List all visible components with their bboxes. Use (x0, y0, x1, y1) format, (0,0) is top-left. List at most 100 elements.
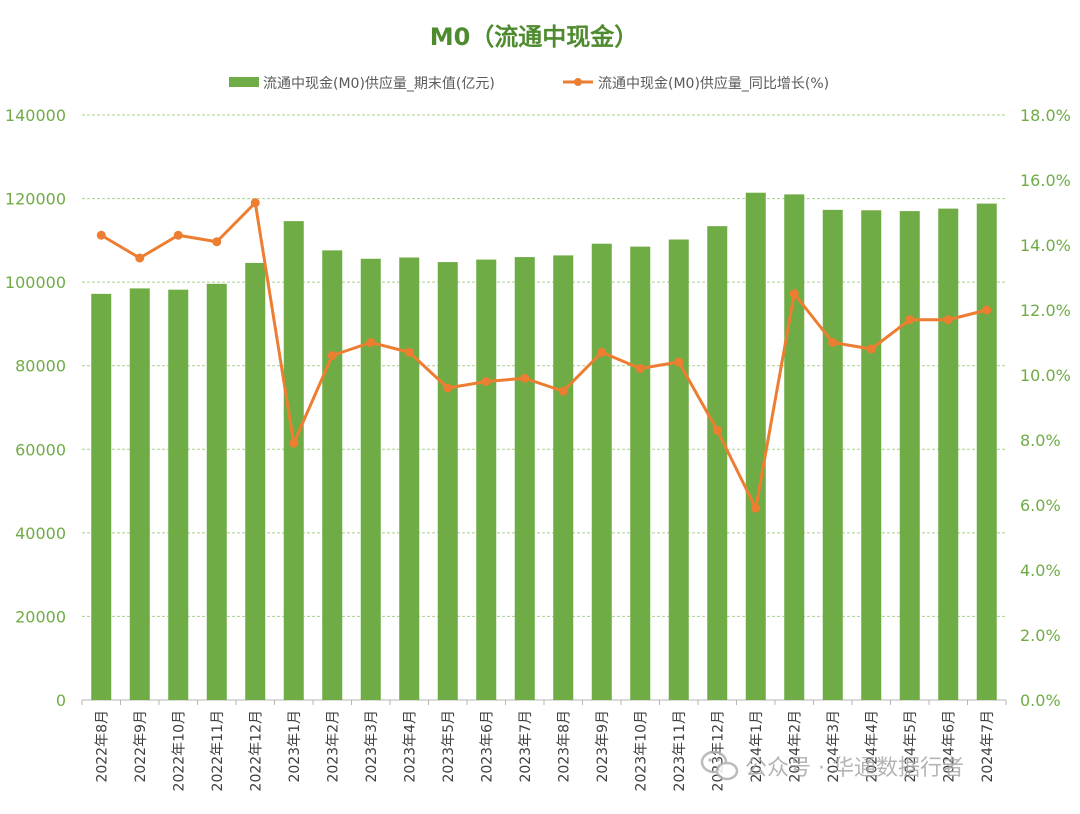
x-tick-label: 2023年11月 (672, 710, 688, 791)
x-axis-ticks: 2022年8月 2022年9月 2022年10月 2022年11月 2022年12月 20… (81, 700, 1007, 791)
x-tick-label: 2022年12月 (248, 710, 264, 791)
legend-bar-swatch (229, 77, 259, 87)
line-point (366, 338, 376, 347)
left-tick-label: 0 (56, 691, 66, 710)
line-point (173, 230, 183, 240)
left-tick-label: 80000 (15, 357, 66, 376)
line-point (289, 438, 299, 448)
bar (668, 239, 689, 700)
bar (861, 210, 882, 700)
bar (514, 257, 535, 700)
line-point (866, 344, 876, 354)
line-point (789, 289, 799, 299)
bar (822, 209, 843, 700)
legend-bar-label: 流通中现金(M0)供应量_期末值(亿元) (263, 75, 495, 92)
line-point (520, 373, 530, 383)
x-tick-label: 2023年3月 (364, 710, 380, 783)
x-tick-label: 2023年8月 (556, 710, 572, 783)
x-tick-label: 2022年8月 (94, 710, 110, 783)
right-tick-label: 16.0% (1020, 171, 1071, 190)
wechat-icon (700, 750, 739, 781)
left-tick-label: 20000 (15, 607, 66, 626)
legend-line-marker (574, 78, 582, 86)
bar (437, 262, 458, 700)
line-point (135, 253, 145, 263)
bar (976, 203, 997, 701)
line-point (828, 338, 838, 347)
line-point (96, 230, 106, 240)
bar (206, 283, 227, 700)
line-point (751, 503, 761, 513)
left-tick-label: 40000 (15, 524, 66, 543)
line-point (597, 347, 607, 357)
line-point (558, 386, 568, 396)
x-tick-label: 2023年5月 (441, 710, 457, 783)
line-point (404, 347, 414, 357)
line-point (481, 377, 491, 386)
right-tick-label: 18.0% (1020, 106, 1071, 125)
line-point (443, 383, 453, 393)
bar (245, 262, 266, 700)
bar (630, 246, 651, 700)
line-point (943, 315, 953, 325)
bar (784, 194, 805, 700)
x-tick-label: 2023年4月 (402, 710, 418, 783)
growth-line (100, 201, 988, 510)
bar (553, 255, 574, 700)
bar (129, 288, 150, 700)
x-tick-label: 2023年9月 (595, 710, 611, 783)
bar (91, 293, 112, 700)
line-point (712, 425, 722, 435)
x-tick-label: 2024年7月 (980, 710, 996, 783)
right-tick-label: 10.0% (1020, 366, 1071, 385)
legend: 流通中现金(M0)供应量_期末值(亿元) 流通中现金(M0)供应量_同比增长(%… (229, 75, 829, 92)
bar (938, 208, 959, 700)
right-axis-ticks: 0.0% 2.0% 4.0% 6.0% 8.0% 10.0% 12.0% 14.0% 16.0%… (1020, 106, 1071, 710)
x-tick-label: 2024年2月 (787, 710, 803, 783)
line-point (982, 305, 992, 315)
right-tick-label: 14.0% (1020, 236, 1071, 255)
right-tick-label: 2.0% (1020, 626, 1061, 645)
left-tick-label: 60000 (15, 440, 66, 459)
right-tick-label: 12.0% (1020, 301, 1071, 320)
x-tick-label: 2023年7月 (518, 710, 534, 783)
x-tick-label: 2023年6月 (479, 710, 495, 783)
x-tick-label: 2023年10月 (633, 710, 649, 791)
x-tick-label: 2023年1月 (287, 710, 303, 783)
bar (360, 258, 381, 700)
right-tick-label: 4.0% (1020, 561, 1061, 580)
x-tick-label: 2024年6月 (941, 710, 957, 783)
watermark: 公众号 · 华通数据行者 (700, 750, 964, 781)
line-point (905, 315, 915, 325)
x-tick-label: 2024年3月 (826, 710, 842, 783)
bar (322, 250, 343, 700)
left-tick-label: 100000 (5, 273, 66, 292)
line-series (96, 198, 992, 513)
bar (283, 221, 304, 700)
x-tick-label: 2024年1月 (749, 710, 765, 783)
bar (591, 243, 612, 700)
line-point (250, 198, 260, 208)
bar (399, 257, 420, 700)
x-tick-label: 2022年9月 (133, 710, 149, 783)
right-tick-label: 6.0% (1020, 496, 1061, 515)
legend-line-label: 流通中现金(M0)供应量_同比增长(%) (598, 75, 829, 92)
line-point (327, 351, 337, 360)
watermark-text: 公众号 · 华通数据行者 (745, 756, 964, 781)
x-tick-label: 2024年5月 (903, 710, 919, 783)
x-tick-label: 2024年4月 (864, 710, 880, 783)
line-point (212, 237, 222, 247)
x-tick-label: 2022年10月 (171, 710, 187, 791)
x-tick-label: 2022年11月 (210, 710, 226, 791)
bar (168, 289, 189, 700)
bar (476, 259, 497, 700)
right-tick-label: 0.0% (1020, 691, 1061, 710)
bar-series (91, 192, 997, 701)
bar (745, 192, 766, 700)
x-tick-label: 2023年2月 (325, 710, 341, 783)
line-point (635, 364, 645, 373)
bar (899, 211, 920, 700)
bar (707, 226, 728, 700)
